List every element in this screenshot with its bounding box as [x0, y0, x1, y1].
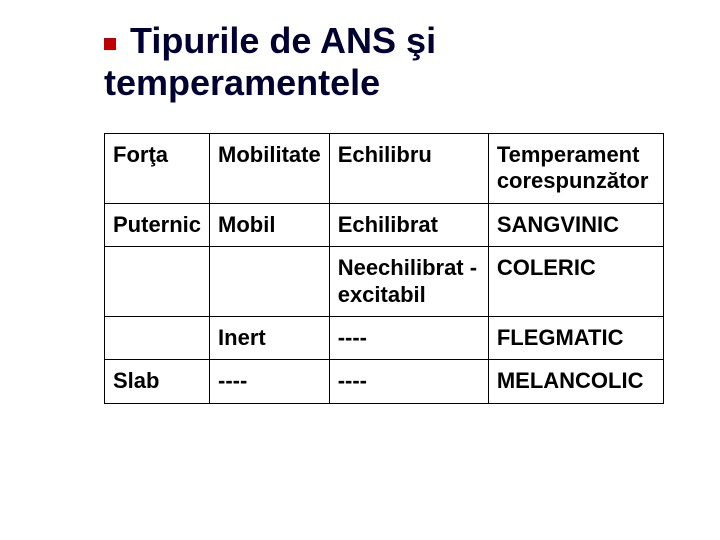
table-row: Neechilibrat - excitabil COLERIC — [105, 247, 664, 317]
ans-table: Forţa Mobilitate Echilibru Temperament c… — [104, 133, 664, 404]
table-row: Inert ---- FLEGMATIC — [105, 316, 664, 359]
header-temperament: Temperament corespunzător — [488, 133, 663, 203]
header-mobilitate: Mobilitate — [210, 133, 330, 203]
table-row: Puternic Mobil Echilibrat SANGVINIC — [105, 203, 664, 246]
cell: MELANCOLIC — [488, 360, 663, 403]
cell — [105, 316, 210, 359]
cell: FLEGMATIC — [488, 316, 663, 359]
cell: Echilibrat — [329, 203, 488, 246]
table-header-row: Forţa Mobilitate Echilibru Temperament c… — [105, 133, 664, 203]
cell: Neechilibrat - excitabil — [329, 247, 488, 317]
cell: SANGVINIC — [488, 203, 663, 246]
title-bullet-icon — [104, 38, 116, 50]
cell — [210, 247, 330, 317]
table-row: Slab ---- ---- MELANCOLIC — [105, 360, 664, 403]
cell: Slab — [105, 360, 210, 403]
slide-title: Tipurile de ANS şi temperamentele — [104, 20, 664, 105]
cell: ---- — [210, 360, 330, 403]
cell: ---- — [329, 360, 488, 403]
cell: ---- — [329, 316, 488, 359]
cell: Puternic — [105, 203, 210, 246]
cell — [105, 247, 210, 317]
title-text: Tipurile de ANS şi temperamentele — [104, 20, 436, 103]
header-echilibru: Echilibru — [329, 133, 488, 203]
header-forta: Forţa — [105, 133, 210, 203]
cell: Mobil — [210, 203, 330, 246]
slide: Tipurile de ANS şi temperamentele Forţa … — [0, 0, 720, 404]
cell: COLERIC — [488, 247, 663, 317]
cell: Inert — [210, 316, 330, 359]
